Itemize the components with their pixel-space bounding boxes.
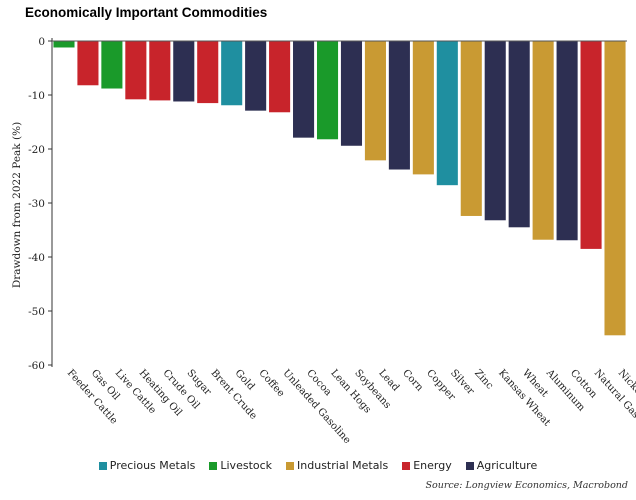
y-tick-label: -40 bbox=[28, 252, 45, 264]
bar bbox=[340, 41, 363, 146]
legend-item: Livestock bbox=[209, 459, 272, 472]
y-tick-label: -10 bbox=[28, 90, 45, 102]
bar bbox=[53, 41, 75, 48]
bar bbox=[412, 41, 434, 175]
bar bbox=[101, 41, 123, 89]
legend-label: Precious Metals bbox=[109, 459, 196, 472]
legend-item: Energy bbox=[402, 459, 452, 472]
legend-swatch bbox=[286, 461, 295, 470]
bar bbox=[125, 41, 147, 100]
legend-swatch bbox=[402, 461, 411, 470]
bar bbox=[508, 41, 530, 228]
y-tick-label: -50 bbox=[28, 306, 45, 318]
bar bbox=[580, 41, 602, 249]
bar bbox=[269, 41, 291, 113]
legend-item: Industrial Metals bbox=[286, 459, 388, 472]
bar bbox=[197, 41, 219, 104]
legend-item: Agriculture bbox=[465, 459, 538, 472]
x-tick-label: Corn bbox=[400, 368, 425, 394]
bar bbox=[77, 41, 99, 86]
legend-item: Precious Metals bbox=[98, 459, 196, 472]
bar bbox=[149, 41, 171, 101]
legend-swatch bbox=[209, 461, 218, 470]
bar bbox=[316, 41, 339, 140]
legend-swatch bbox=[465, 461, 474, 470]
bar bbox=[532, 41, 554, 240]
bar bbox=[484, 41, 506, 221]
bar bbox=[388, 41, 410, 170]
chart-title: Economically Important Commodities bbox=[25, 5, 268, 20]
y-tick-label: -30 bbox=[28, 198, 45, 210]
legend-label: Agriculture bbox=[476, 459, 538, 472]
legend-label: Industrial Metals bbox=[297, 459, 389, 472]
chart-legend: Precious Metals Livestock Industrial Metal… bbox=[0, 459, 636, 472]
y-tick-label: 0 bbox=[38, 36, 45, 48]
source-note: Source: Longview Economics, Macrobond bbox=[425, 480, 628, 491]
bar bbox=[364, 41, 386, 161]
bar bbox=[436, 41, 458, 186]
legend-label: Livestock bbox=[220, 459, 273, 472]
bar bbox=[556, 41, 578, 241]
bar bbox=[604, 41, 626, 336]
y-tick-label: -60 bbox=[28, 360, 45, 372]
bar bbox=[221, 41, 243, 106]
bar bbox=[293, 41, 315, 138]
legend-label: Energy bbox=[413, 459, 452, 472]
bar bbox=[173, 41, 195, 102]
y-tick-label: -20 bbox=[28, 144, 45, 156]
legend-swatch bbox=[98, 461, 107, 470]
bar bbox=[245, 41, 267, 111]
bar bbox=[460, 41, 482, 216]
